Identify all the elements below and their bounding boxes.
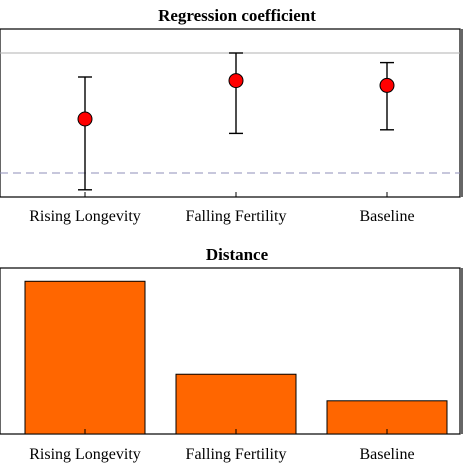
point-falling-fertility (228, 73, 244, 89)
point-rising-longevity (77, 111, 93, 127)
distance-plot: Rising Longevity Falling Fertility Baselin… (0, 267, 463, 463)
regression-plot: Rising Longevity Falling Fertility Baselin… (0, 28, 463, 225)
x-tick-label-bottom-falling-fertility: Falling Fertility (186, 446, 287, 463)
x-tick-label-rising-longevity: Rising Longevity (29, 208, 141, 225)
bar-baseline (326, 400, 448, 435)
x-tick-label-bottom-baseline: Baseline (359, 446, 414, 463)
x-tick-label-baseline: Baseline (359, 208, 414, 225)
point-baseline (379, 77, 395, 93)
bar-falling-fertility (175, 373, 297, 435)
chart-title-regression: Regression coefficient (158, 6, 316, 25)
x-tick-label-falling-fertility: Falling Fertility (186, 208, 287, 225)
regression-axes-box (0, 28, 461, 198)
chart-title-distance: Distance (206, 245, 269, 264)
x-tick-label-bottom-rising-longevity: Rising Longevity (29, 446, 141, 463)
bar-rising-longevity (24, 280, 146, 435)
